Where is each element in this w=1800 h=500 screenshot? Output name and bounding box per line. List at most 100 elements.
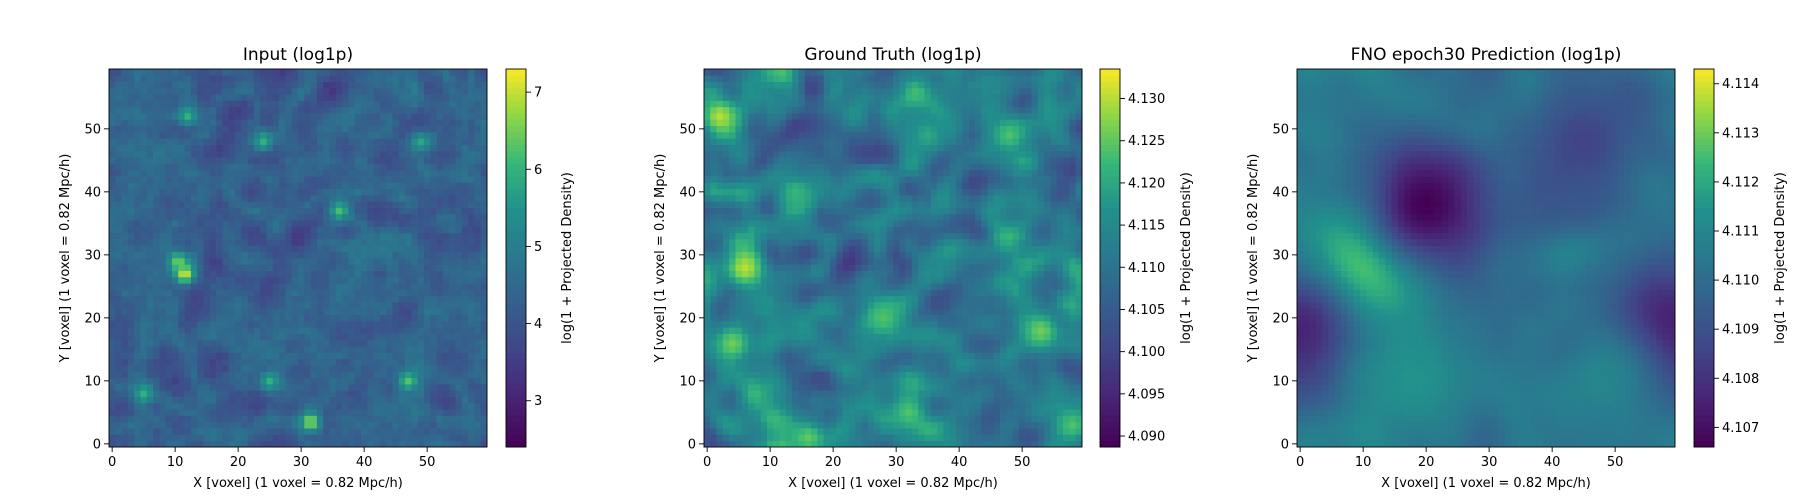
heatmap-cell (899, 308, 906, 316)
heatmap-cell (874, 365, 881, 372)
heatmap-cell (716, 371, 724, 379)
heatmap-cell (298, 213, 305, 221)
heatmap-cell (109, 333, 116, 341)
heatmap-cell (285, 207, 293, 215)
heatmap-cell (804, 409, 812, 416)
heatmap-cell (962, 396, 969, 404)
heatmap-cell (461, 384, 469, 391)
heatmap-cell (298, 94, 305, 101)
heatmap-cell (153, 106, 160, 114)
heatmap-cell (172, 396, 179, 404)
heatmap-cell (379, 125, 387, 133)
heatmap-cell (430, 321, 437, 328)
heatmap-cell (329, 220, 337, 227)
heatmap-cell (817, 384, 825, 391)
heatmap-cell (247, 264, 255, 271)
heatmap-cell (811, 308, 818, 316)
heatmap-cell (304, 213, 311, 221)
heatmap-cell (405, 371, 412, 379)
heatmap-cell (798, 352, 806, 360)
heatmap-cell (159, 75, 167, 82)
heatmap-cell (247, 270, 255, 278)
heatmap-cell (247, 169, 255, 177)
heatmap-cell (1006, 339, 1014, 347)
heatmap-cell (386, 434, 393, 442)
heatmap-cell (361, 333, 368, 341)
heatmap-cell (316, 434, 324, 442)
heatmap-cell (474, 264, 482, 271)
heatmap-cell (165, 144, 173, 152)
heatmap-cell (373, 377, 381, 385)
heatmap-cell (140, 106, 148, 114)
heatmap-cell (109, 270, 116, 278)
heatmap-cell (842, 409, 850, 416)
heatmap-cell (373, 333, 381, 341)
heatmap-cell (216, 283, 223, 290)
heatmap-cell (1031, 377, 1039, 385)
heatmap-cell (1000, 377, 1007, 385)
heatmap-cell (373, 220, 381, 227)
heatmap-cell (729, 308, 736, 316)
heatmap-cell (436, 245, 444, 253)
heatmap-cell (348, 119, 356, 127)
heatmap-cell (190, 157, 198, 164)
heatmap-cell (911, 333, 919, 341)
heatmap-cell (480, 213, 488, 221)
heatmap-cell (304, 371, 311, 379)
heatmap-cell (361, 94, 368, 101)
heatmap-cell (304, 201, 311, 208)
heatmap-cell (172, 163, 179, 171)
heatmap-cell (405, 440, 412, 448)
heatmap-cell (455, 226, 463, 234)
heatmap-cell (279, 201, 286, 208)
heatmap-cell (127, 352, 135, 360)
heatmap-cell (899, 327, 906, 334)
heatmap-cell (785, 333, 793, 341)
heatmap-cell (354, 358, 362, 366)
heatmap-cell (424, 321, 431, 328)
heatmap-cell (373, 201, 381, 208)
heatmap-cell (392, 440, 400, 448)
heatmap-cell (323, 125, 330, 133)
heatmap-cell (247, 94, 255, 101)
heatmap-cell (455, 270, 463, 278)
heatmap-cell (480, 314, 488, 322)
heatmap-cell (373, 396, 381, 404)
heatmap-cell (241, 421, 248, 429)
heatmap-cell (804, 384, 812, 391)
heatmap-cell (272, 188, 280, 196)
heatmap-cell (304, 150, 311, 158)
heatmap-cell (178, 421, 185, 429)
heatmap-cell (285, 270, 293, 278)
heatmap-cell (855, 352, 862, 360)
heatmap-cell (987, 402, 995, 410)
heatmap-cell (323, 396, 330, 404)
heatmap-cell (228, 94, 236, 101)
heatmap-cell (361, 415, 368, 423)
heatmap-cell (760, 402, 768, 410)
heatmap-cell (974, 428, 982, 435)
heatmap-cell (798, 377, 806, 385)
heatmap-cell (272, 365, 280, 372)
colorbar-segment (506, 346, 526, 353)
heatmap-cell (165, 207, 173, 215)
heatmap-cell (241, 188, 248, 196)
heatmap-cell (115, 226, 122, 234)
heatmap-cell (310, 302, 318, 309)
heatmap-cell (241, 377, 248, 385)
heatmap-cell (279, 402, 286, 410)
heatmap-cell (379, 384, 387, 391)
heatmap-cell (165, 434, 173, 442)
heatmap-cell (474, 169, 482, 177)
heatmap-cell (748, 409, 755, 416)
heatmap-cell (911, 339, 919, 347)
heatmap-cell (329, 169, 337, 177)
heatmap-cell (411, 182, 419, 190)
heatmap-cell (436, 87, 444, 95)
heatmap-cell (335, 346, 343, 353)
heatmap-cell (848, 409, 856, 416)
heatmap-cell (962, 390, 969, 397)
heatmap-cell (109, 213, 116, 221)
heatmap-cell (899, 415, 906, 423)
heatmap-cell (430, 428, 437, 435)
